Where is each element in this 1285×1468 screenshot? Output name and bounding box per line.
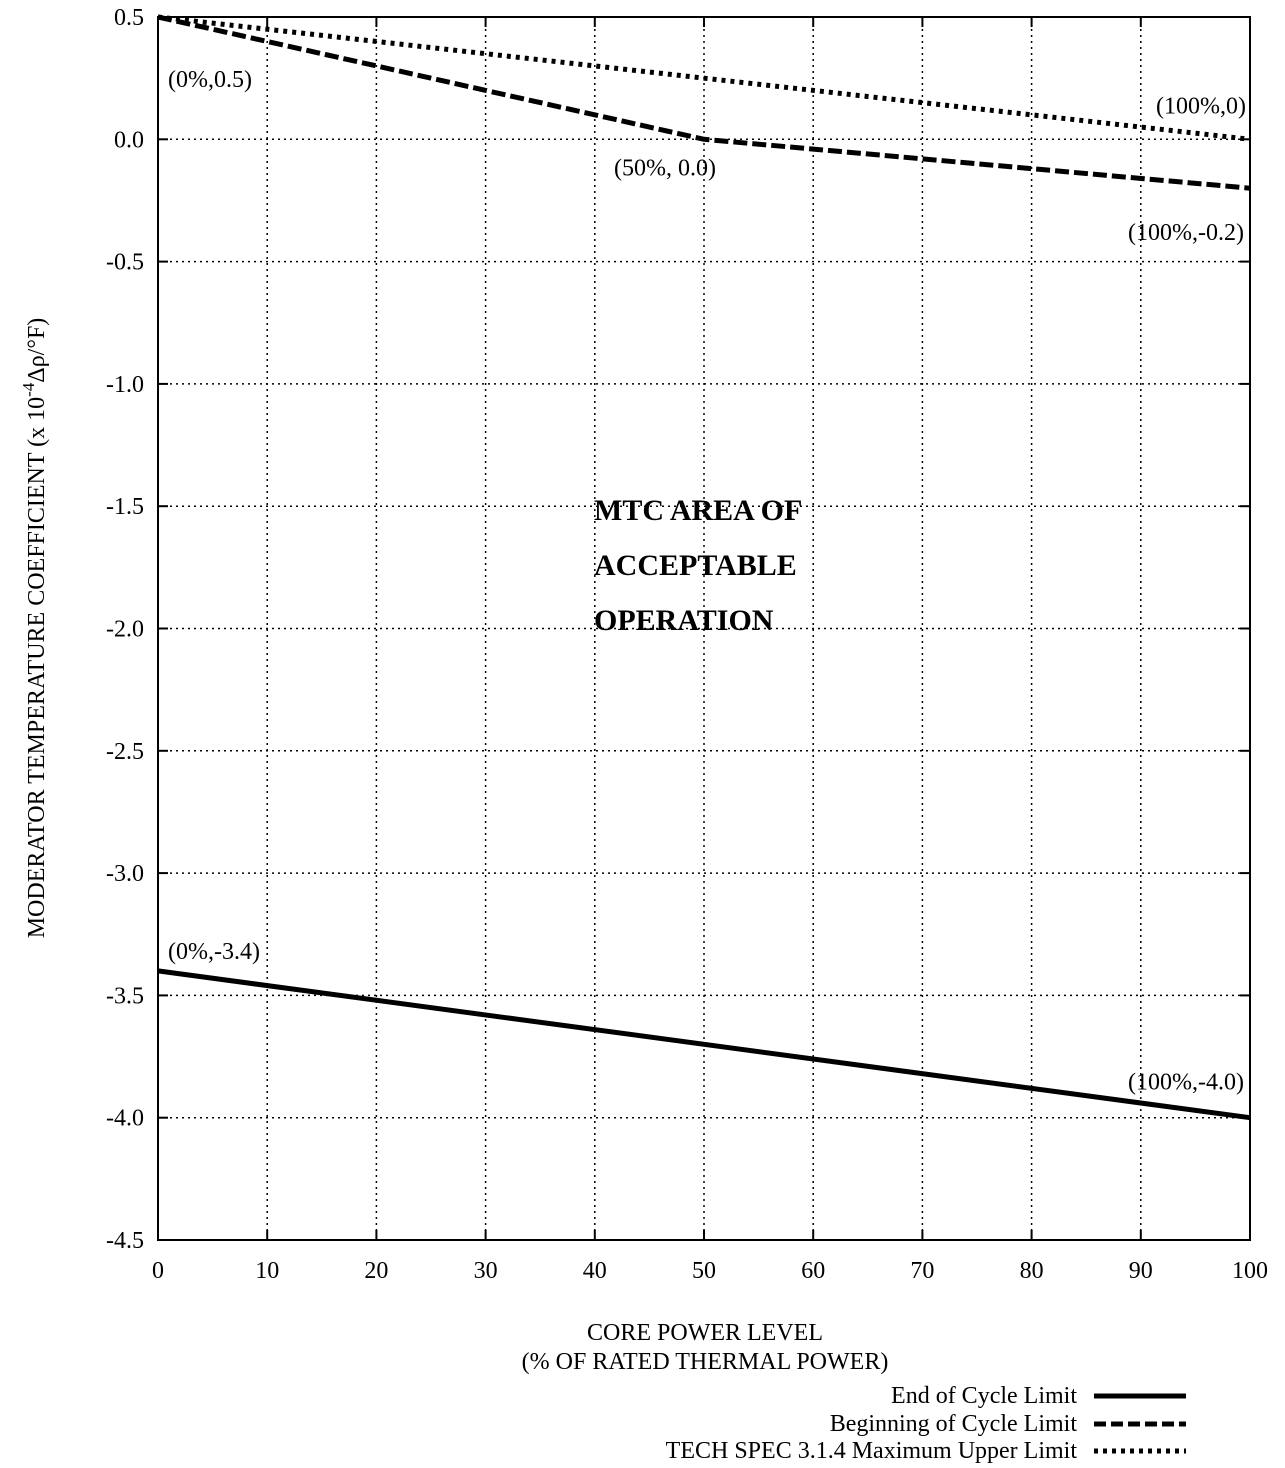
point-annotation: (0%,-3.4) [168,939,260,965]
x-tick-label: 60 [801,1258,825,1284]
x-tick-label: 0 [152,1258,164,1284]
point-annotation: (100%,-0.2) [1128,220,1244,246]
x-tick-label: 50 [692,1258,716,1284]
y-axis-label-unit: Δρ/°F) [24,318,50,383]
grid-lines [158,17,1250,1240]
region-label-line-3: OPERATION [594,604,774,637]
series-tech-spec-upper-limit [157,14,1251,142]
x-tick-label: 40 [583,1258,607,1284]
point-annotation: (100%,0) [1156,93,1246,119]
series-lines [157,14,1251,1121]
y-tick-label: -2.5 [106,739,144,765]
x-tick-label: 80 [1020,1258,1044,1284]
point-annotation: (100%,-4.0) [1128,1070,1244,1096]
x-tick-label: 20 [364,1258,388,1284]
y-tick-label: -0.5 [106,250,144,276]
y-axis-label-main: MODERATOR TEMPERATURE COEFFICIENT (x 10 [24,397,50,938]
y-tick-label: -1.0 [106,372,144,398]
y-axis-label-exponent: -4 [19,382,38,397]
y-tick-label: -3.5 [106,983,144,1009]
y-tick-label: -2.0 [106,617,144,643]
point-annotation: (0%,0.5) [168,67,252,93]
x-tick-label: 90 [1129,1258,1153,1284]
legend-label-end-of-cycle: End of Cycle Limit [891,1383,1077,1409]
legend-label-tech-spec-upper: TECH SPEC 3.1.4 Maximum Upper Limit [666,1438,1078,1464]
x-tick-label: 70 [910,1258,934,1284]
x-axis-label-line-2: (% OF RATED THERMAL POWER) [522,1349,889,1375]
region-label-line-1: MTC AREA OF [594,494,802,527]
y-tick-label: -1.5 [106,494,144,520]
annotations: (0%,0.5) (100%,0) (50%, 0.0) (100%,-0.2) (0%… [168,67,1246,1096]
y-axis-label: MODERATOR TEMPERATURE COEFFICIENT (x 10-… [19,318,50,939]
legend-label-beginning-of-cycle: Beginning of Cycle Limit [830,1411,1078,1437]
y-tick-label: 0.5 [114,5,144,31]
series-end-of-cycle-limit [157,968,1251,1121]
y-tick-label: -3.0 [106,861,144,887]
axis-ticks: 0 10 20 30 40 50 60 70 80 90 100 0.5 0.0 -0.5 -1.0 -1.5… [106,5,1268,1284]
legend: End of Cycle Limit Beginning of Cycle Li… [666,1383,1186,1464]
series-beginning-of-cycle-limit [157,14,1251,191]
x-tick-label: 10 [255,1258,279,1284]
x-axis-label-line-1: CORE POWER LEVEL [587,1320,823,1346]
point-annotation: (50%, 0.0) [614,155,716,181]
region-label: MTC AREA OF ACCEPTABLE OPERATION [594,494,802,637]
x-tick-label: 30 [474,1258,498,1284]
y-tick-label: -4.0 [106,1106,144,1132]
y-tick-label: -4.5 [106,1228,144,1254]
region-label-line-2: ACCEPTABLE [594,549,797,582]
x-tick-label: 100 [1232,1258,1268,1284]
y-tick-label: 0.0 [114,127,144,153]
